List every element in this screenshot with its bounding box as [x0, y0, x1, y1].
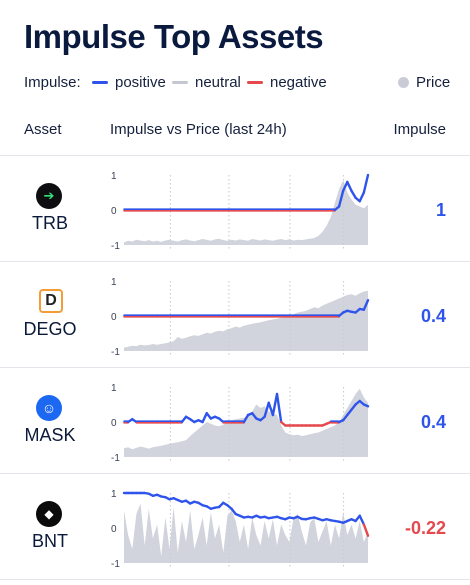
legend-item-price: Price [398, 74, 450, 91]
impulse-value-bnt: -0.22 [404, 518, 446, 538]
legend-neutral-label: neutral [195, 74, 241, 91]
y-tick-label: 1 [111, 489, 117, 500]
legend-price-label: Price [416, 74, 451, 91]
dego-logo-icon: D [39, 289, 63, 313]
impulse-value-trb: 1 [435, 200, 446, 220]
header-impulse: Impulse [393, 121, 446, 138]
legend-item-negative: negative [247, 74, 327, 91]
header-asset: Asset [24, 121, 62, 138]
impulse-value-dego: 0.4 [420, 306, 446, 326]
y-tick-label: 0 [111, 312, 117, 323]
chart-mask: 1 0 -1 [111, 383, 370, 464]
y-tick-label: -1 [111, 559, 120, 570]
legend-item-positive: positive [92, 74, 166, 91]
asset-name-dego: DEGO [23, 319, 77, 339]
impulse-segment [358, 191, 366, 203]
y-tick-label: -1 [111, 453, 120, 464]
y-tick-label: 0 [111, 206, 117, 217]
price-area [124, 503, 368, 563]
y-tick-label: 1 [111, 383, 117, 394]
legend-prefix-label: Impulse: [24, 74, 81, 91]
positive-line-swatch-icon [92, 81, 108, 84]
neutral-line-swatch-icon [172, 81, 188, 84]
impulse-segment [362, 403, 370, 408]
legend-negative-label: negative [270, 74, 327, 91]
price-area [124, 290, 368, 351]
row-separator [0, 367, 470, 368]
impulse-segment [337, 189, 345, 208]
impulse-segment [362, 173, 370, 194]
legend-item-neutral: neutral [172, 74, 241, 91]
y-tick-label: 1 [111, 277, 117, 288]
impulse-segment [350, 189, 357, 199]
y-tick-label: 0 [111, 524, 117, 535]
impulse-segment [263, 401, 270, 418]
asset-name-mask: MASK [24, 425, 76, 445]
chart-trb: 1 0 -1 [111, 171, 370, 252]
impulse-segment [242, 413, 250, 424]
price-dot-icon [398, 77, 409, 88]
chart-dego: 1 0 -1 [111, 277, 370, 358]
row-separator [0, 579, 470, 580]
impulse-segment [325, 420, 332, 425]
impulse-segment [358, 514, 366, 526]
y-tick-label: 0 [111, 418, 117, 429]
price-area [124, 180, 368, 245]
impulse-segment [201, 412, 208, 424]
impulse-segment [341, 180, 349, 192]
bnt-logo-icon: ◆ [36, 501, 62, 527]
page-title: Impulse Top Assets [24, 18, 324, 55]
negative-line-swatch-icon [247, 81, 263, 84]
row-separator [0, 473, 470, 474]
legend-positive-label: positive [115, 74, 166, 91]
impulse-segment [362, 299, 370, 311]
asset-name-bnt: BNT [32, 531, 68, 551]
price-area [124, 388, 368, 457]
trb-logo-icon: ➔ [36, 183, 62, 209]
legend: Impulse: positive neutral negative Price [24, 74, 454, 94]
chart-bnt: 1 0 -1 [111, 489, 370, 570]
impulse-segment [362, 523, 370, 537]
y-tick-label: -1 [111, 241, 120, 252]
mask-logo-icon: ☺ [36, 395, 62, 421]
row-separator [0, 261, 470, 262]
impulse-segment [346, 180, 353, 192]
y-tick-label: -1 [111, 347, 120, 358]
header-chart: Impulse vs Price (last 24h) [110, 121, 287, 138]
asset-name-trb: TRB [32, 213, 68, 233]
y-tick-label: 1 [111, 171, 117, 182]
impulse-segment [275, 392, 283, 424]
impulse-value-mask: 0.4 [420, 412, 446, 432]
legend-prefix: Impulse: [24, 74, 81, 91]
row-separator [0, 155, 470, 156]
